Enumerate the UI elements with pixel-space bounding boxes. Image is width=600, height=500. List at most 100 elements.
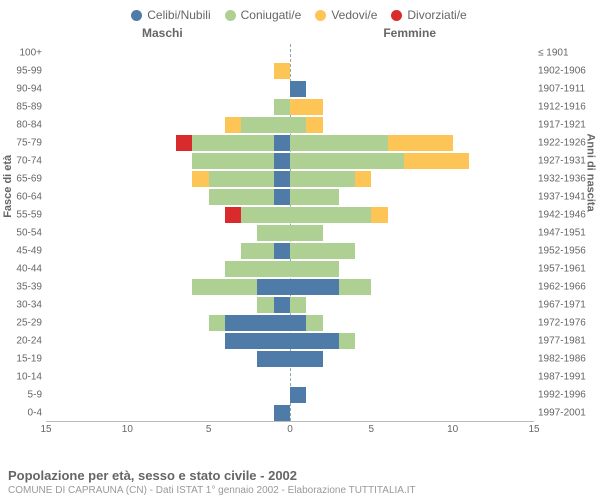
pyramid-row — [46, 314, 534, 332]
legend-label: Celibi/Nubili — [147, 8, 210, 22]
age-label: 55-59 — [16, 210, 42, 221]
bar-seg-single — [290, 333, 339, 349]
chart-container: Celibi/Nubili Coniugati/e Vedovi/e Divor… — [0, 0, 600, 500]
bar-seg-single — [257, 279, 290, 295]
bar-seg-single — [225, 333, 290, 349]
bar-seg-single — [274, 171, 290, 187]
bar-seg-single — [290, 279, 339, 295]
xtick: 5 — [369, 424, 375, 435]
bar-seg-married — [274, 99, 290, 115]
bar-seg-single — [225, 315, 290, 331]
xtick: 10 — [447, 424, 458, 435]
age-label: 30-34 — [16, 300, 42, 311]
plot-area: Fasce di età Anni di nascita 100+95-9990… — [8, 44, 590, 442]
birth-label: 1992-1996 — [538, 390, 586, 401]
birth-label: 1902-1906 — [538, 66, 586, 77]
bar-seg-divorced — [225, 207, 241, 223]
age-label: 80-84 — [16, 120, 42, 131]
plot — [46, 44, 534, 422]
bar-seg-married — [339, 333, 355, 349]
pyramid-row — [46, 62, 534, 80]
birth-label: 1997-2001 — [538, 408, 586, 419]
age-label: 15-19 — [16, 354, 42, 365]
legend-label: Vedovi/e — [331, 8, 377, 22]
birth-label: 1952-1956 — [538, 246, 586, 257]
pyramid-row — [46, 170, 534, 188]
bar-seg-married — [209, 315, 225, 331]
pyramid-row — [46, 260, 534, 278]
bar-seg-married — [225, 261, 290, 277]
bar-seg-single — [274, 243, 290, 259]
pyramid-row — [46, 152, 534, 170]
bar-seg-single — [290, 315, 306, 331]
xtick: 10 — [122, 424, 133, 435]
legend: Celibi/Nubili Coniugati/e Vedovi/e Divor… — [4, 8, 594, 22]
bar-seg-widowed — [404, 153, 469, 169]
bar-seg-single — [290, 387, 306, 403]
header-female: Femmine — [383, 26, 436, 40]
legend-item-single: Celibi/Nubili — [131, 8, 210, 22]
header-male: Maschi — [142, 26, 183, 40]
bar-seg-single — [274, 297, 290, 313]
birth-label: 1937-1941 — [538, 192, 586, 203]
birth-label: 1987-1991 — [538, 372, 586, 383]
bar-seg-married — [192, 153, 273, 169]
bar-seg-widowed — [274, 63, 290, 79]
birth-label: ≤ 1901 — [538, 48, 569, 59]
bar-seg-married — [241, 207, 290, 223]
swatch-married-icon — [225, 10, 236, 21]
bar-seg-single — [274, 135, 290, 151]
age-label: 70-74 — [16, 156, 42, 167]
age-label: 75-79 — [16, 138, 42, 149]
birth-label: 1972-1976 — [538, 318, 586, 329]
bar-seg-widowed — [290, 99, 323, 115]
legend-item-widowed: Vedovi/e — [315, 8, 377, 22]
swatch-widowed-icon — [315, 10, 326, 21]
birth-label: 1957-1961 — [538, 264, 586, 275]
bar-seg-married — [339, 279, 372, 295]
bar-seg-single — [290, 81, 306, 97]
bar-seg-married — [241, 117, 290, 133]
birth-label: 1962-1966 — [538, 282, 586, 293]
age-label: 20-24 — [16, 336, 42, 347]
pyramid-row — [46, 134, 534, 152]
age-label: 60-64 — [16, 192, 42, 203]
pyramid-row — [46, 188, 534, 206]
age-label: 45-49 — [16, 246, 42, 257]
pyramid-row — [46, 350, 534, 368]
age-label: 0-4 — [28, 408, 42, 419]
pyramid-row — [46, 296, 534, 314]
bar-seg-married — [290, 171, 355, 187]
swatch-divorced-icon — [391, 10, 402, 21]
bar-seg-married — [290, 117, 306, 133]
pyramid-row — [46, 206, 534, 224]
chart-subtitle: COMUNE DI CAPRAUNA (CN) - Dati ISTAT 1° … — [8, 485, 416, 496]
pyramid-row — [46, 368, 534, 386]
bar-seg-married — [290, 243, 355, 259]
bar-seg-widowed — [371, 207, 387, 223]
age-label: 25-29 — [16, 318, 42, 329]
bar-seg-married — [306, 315, 322, 331]
birth-label: 1907-1911 — [538, 84, 585, 95]
pyramid-row — [46, 404, 534, 422]
pyramid-row — [46, 80, 534, 98]
legend-label: Divorziati/e — [407, 8, 466, 22]
bar-seg-married — [290, 153, 404, 169]
birth-label: 1932-1936 — [538, 174, 586, 185]
bar-seg-married — [290, 297, 306, 313]
bar-seg-single — [290, 351, 323, 367]
birth-label: 1982-1986 — [538, 354, 586, 365]
age-label: 95-99 — [16, 66, 42, 77]
bar-seg-single — [274, 189, 290, 205]
pyramid-row — [46, 116, 534, 134]
pyramid-row — [46, 242, 534, 260]
yaxis-right: ≤ 19011902-19061907-19111912-19161917-19… — [534, 44, 590, 422]
age-label: 5-9 — [28, 390, 42, 401]
xtick: 5 — [206, 424, 212, 435]
gender-headers: Maschi Femmine — [44, 26, 534, 42]
bar-seg-widowed — [388, 135, 453, 151]
legend-item-divorced: Divorziati/e — [391, 8, 466, 22]
xtick: 0 — [287, 424, 293, 435]
pyramid-row — [46, 332, 534, 350]
bar-seg-married — [257, 297, 273, 313]
